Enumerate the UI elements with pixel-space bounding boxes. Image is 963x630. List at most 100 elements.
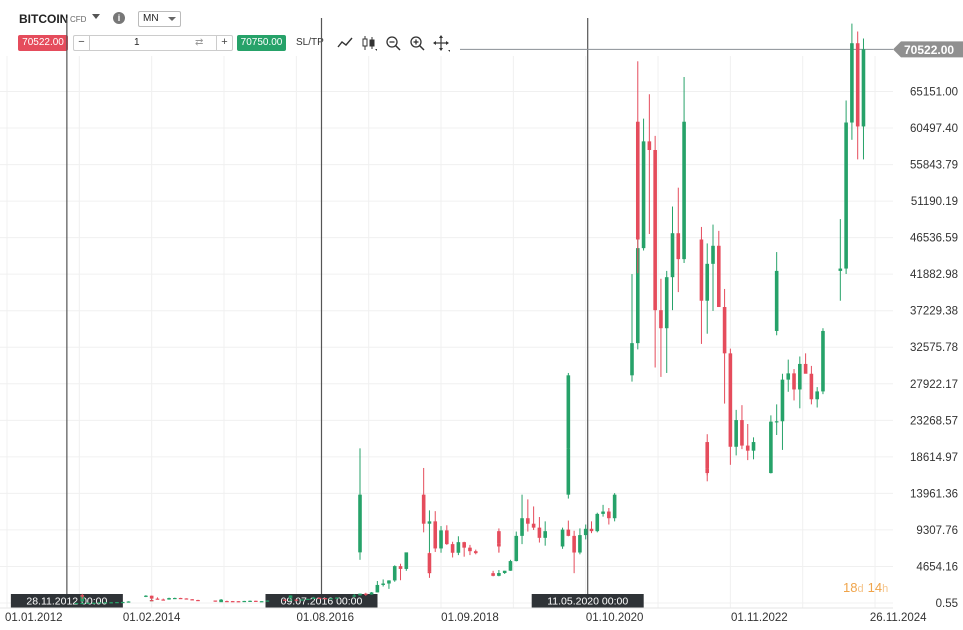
candle-body: [306, 598, 310, 601]
candle: [294, 599, 299, 601]
sell-price-button[interactable]: 70522.00: [18, 35, 68, 51]
date-marker-box: [531, 594, 644, 608]
candle: [491, 570, 495, 577]
swap-icon[interactable]: ⇄: [195, 37, 204, 48]
line-tool-icon[interactable]: [336, 34, 354, 52]
candle: [427, 568, 432, 578]
y-tick-label: 46536.59: [910, 233, 958, 245]
date-marker-text: 11.05.2020 00:00: [547, 596, 628, 608]
symbol-dropdown-icon[interactable]: [92, 14, 100, 19]
candle: [630, 274, 634, 382]
buy-price-button[interactable]: 70750.00: [237, 35, 286, 51]
date-marker-box: [10, 594, 123, 608]
candle-body: [508, 561, 513, 571]
candle-body: [583, 528, 588, 536]
increase-quantity-button[interactable]: +: [216, 36, 232, 50]
candle-body: [282, 599, 287, 601]
candle-body: [404, 552, 409, 569]
candle-body: [566, 529, 571, 536]
candle-body: [745, 445, 750, 451]
y-tick-label: 51190.19: [911, 196, 958, 208]
candle-body: [230, 601, 235, 603]
countdown-timer: 18d 14h: [843, 580, 888, 595]
candle: [855, 31, 860, 160]
candle-body: [838, 268, 843, 271]
candle-body: [300, 599, 304, 601]
candle: [80, 602, 85, 605]
candle: [450, 541, 455, 558]
candle: [838, 219, 843, 301]
candle: [473, 549, 478, 555]
candle-body: [387, 580, 391, 584]
candle: [844, 100, 848, 275]
candle-body: [850, 43, 854, 123]
zoom-out-icon[interactable]: [384, 34, 402, 52]
candle-body: [705, 263, 710, 301]
quantity-value[interactable]: 1: [134, 37, 140, 48]
candle: [254, 600, 258, 602]
candle-body: [427, 521, 432, 524]
candle-body: [595, 513, 600, 532]
candle-body: [670, 233, 675, 278]
timeframe-value: MN: [143, 13, 159, 24]
candle: [433, 511, 438, 552]
candle: [120, 601, 125, 604]
symbol-type-tag: CFD: [70, 15, 87, 24]
candle: [369, 592, 374, 595]
candle: [803, 353, 808, 374]
candle-body: [421, 494, 426, 524]
candle-body: [456, 542, 461, 553]
candle-body: [80, 602, 85, 605]
y-tick-label: 60497.40: [910, 123, 958, 135]
candle: [230, 600, 235, 603]
candle: [612, 493, 617, 522]
candle-body: [74, 602, 79, 605]
quantity-stepper[interactable]: − 1 ⇄ +: [73, 35, 233, 51]
candle-body: [734, 420, 738, 447]
candle: [670, 206, 675, 311]
candle-body: [705, 442, 710, 469]
candle: [103, 602, 108, 604]
candle: [375, 581, 380, 593]
candle-body: [103, 602, 108, 604]
candle: [850, 23, 854, 140]
decrease-quantity-button[interactable]: −: [74, 36, 90, 50]
candle-body: [254, 600, 258, 602]
sl-tp-button[interactable]: SL/TP: [296, 37, 324, 48]
symbol-name[interactable]: BITCOIN: [19, 12, 69, 26]
info-icon[interactable]: i: [113, 12, 125, 24]
candles-icon[interactable]: [360, 34, 378, 52]
candle-body: [358, 593, 362, 596]
zoom-in-icon[interactable]: [408, 34, 426, 52]
chart-toolbar: BITCOIN CFD i MN 70522.00 − 1 ⇄ + 70750.…: [0, 0, 963, 56]
candle-body: [288, 595, 293, 598]
timeframe-select[interactable]: MN: [138, 11, 181, 27]
candle-body: [682, 121, 686, 260]
candle: [317, 597, 322, 599]
candle: [717, 230, 721, 308]
candle-body: [288, 597, 293, 599]
candle: [167, 597, 171, 600]
candle: [497, 570, 501, 577]
candle: [392, 565, 397, 582]
candle: [178, 597, 183, 600]
countdown-days: 18: [843, 580, 857, 595]
candle-body: [450, 544, 455, 553]
countdown-hours: 14: [868, 580, 882, 595]
candle: [421, 467, 426, 533]
date-marker-text: 09.07.2016 00:00: [281, 596, 363, 608]
candle: [514, 531, 519, 562]
candle: [531, 506, 536, 530]
candle-body: [659, 310, 663, 329]
candle-body: [740, 420, 744, 446]
candle-body: [664, 277, 669, 329]
crosshair-icon[interactable]: [432, 34, 450, 52]
candle: [126, 601, 131, 603]
candle-body: [317, 597, 322, 599]
candle: [335, 597, 339, 599]
candle-body: [497, 531, 501, 544]
candle-body: [635, 121, 640, 156]
candle: [566, 372, 571, 465]
y-tick-label: 0.55: [936, 598, 958, 610]
